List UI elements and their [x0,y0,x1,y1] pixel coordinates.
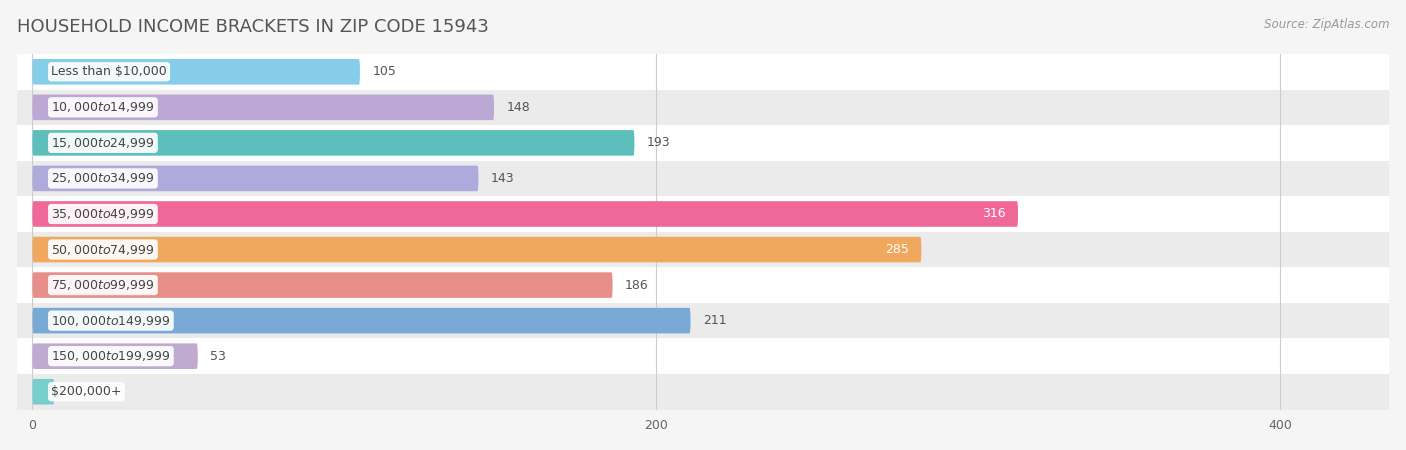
Text: HOUSEHOLD INCOME BRACKETS IN ZIP CODE 15943: HOUSEHOLD INCOME BRACKETS IN ZIP CODE 15… [17,18,489,36]
FancyBboxPatch shape [32,308,690,333]
Text: $150,000 to $199,999: $150,000 to $199,999 [51,349,170,363]
FancyBboxPatch shape [32,130,634,156]
Text: $35,000 to $49,999: $35,000 to $49,999 [51,207,155,221]
FancyBboxPatch shape [32,237,921,262]
FancyBboxPatch shape [32,272,613,298]
Text: 105: 105 [373,65,396,78]
Text: 193: 193 [647,136,671,149]
Text: $50,000 to $74,999: $50,000 to $74,999 [51,243,155,256]
Text: 316: 316 [981,207,1005,220]
Text: $10,000 to $14,999: $10,000 to $14,999 [51,100,155,114]
Text: 186: 186 [626,279,648,292]
FancyBboxPatch shape [32,201,1018,227]
Bar [17,90,1389,125]
Text: 211: 211 [703,314,727,327]
Bar [17,54,1389,90]
Bar [17,196,1389,232]
Text: $200,000+: $200,000+ [51,385,122,398]
Text: 143: 143 [491,172,515,185]
Bar [17,374,1389,410]
Text: $100,000 to $149,999: $100,000 to $149,999 [51,314,170,328]
Bar [17,338,1389,374]
Text: Less than $10,000: Less than $10,000 [51,65,167,78]
Text: $75,000 to $99,999: $75,000 to $99,999 [51,278,155,292]
Text: $25,000 to $34,999: $25,000 to $34,999 [51,171,155,185]
Bar [17,161,1389,196]
Text: $15,000 to $24,999: $15,000 to $24,999 [51,136,155,150]
Bar [17,303,1389,338]
Text: 285: 285 [884,243,908,256]
Text: 148: 148 [506,101,530,114]
Text: Source: ZipAtlas.com: Source: ZipAtlas.com [1264,18,1389,31]
FancyBboxPatch shape [32,343,198,369]
Text: 7: 7 [66,385,75,398]
Text: 53: 53 [211,350,226,363]
FancyBboxPatch shape [32,59,360,85]
FancyBboxPatch shape [32,166,478,191]
FancyBboxPatch shape [32,94,494,120]
Bar [17,232,1389,267]
Bar [17,267,1389,303]
FancyBboxPatch shape [32,379,55,405]
Bar [17,125,1389,161]
